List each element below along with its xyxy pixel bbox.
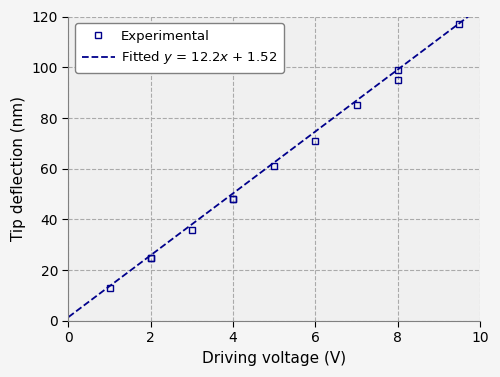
Experimental bbox=[312, 139, 318, 143]
Line: Fitted $y$ = 12.2$x$ + 1.52: Fitted $y$ = 12.2$x$ + 1.52 bbox=[68, 8, 480, 317]
Fitted $y$ = 12.2$x$ + 1.52 bbox=[66, 315, 71, 319]
Experimental bbox=[456, 22, 462, 26]
Experimental bbox=[230, 197, 236, 201]
Fitted $y$ = 12.2$x$ + 1.52 bbox=[309, 132, 315, 136]
Fitted $y$ = 12.2$x$ + 1.52 bbox=[412, 54, 418, 58]
Y-axis label: Tip deflection (nm): Tip deflection (nm) bbox=[11, 96, 26, 241]
Experimental bbox=[148, 255, 154, 260]
Fitted $y$ = 12.2$x$ + 1.52 bbox=[67, 314, 73, 318]
Experimental bbox=[106, 286, 112, 290]
Experimental bbox=[148, 255, 154, 260]
Legend: Experimental, Fitted $y$ = 12.2$x$ + 1.52: Experimental, Fitted $y$ = 12.2$x$ + 1.5… bbox=[75, 23, 284, 73]
Experimental bbox=[395, 67, 401, 72]
Fitted $y$ = 12.2$x$ + 1.52 bbox=[318, 126, 324, 130]
Line: Experimental: Experimental bbox=[106, 21, 463, 291]
Fitted $y$ = 12.2$x$ + 1.52 bbox=[310, 130, 316, 135]
Experimental bbox=[189, 227, 195, 232]
X-axis label: Driving voltage (V): Driving voltage (V) bbox=[202, 351, 346, 366]
Fitted $y$ = 12.2$x$ + 1.52 bbox=[438, 34, 444, 39]
Experimental bbox=[272, 164, 278, 169]
Experimental bbox=[395, 78, 401, 82]
Fitted $y$ = 12.2$x$ + 1.52 bbox=[477, 5, 483, 10]
Experimental bbox=[354, 103, 360, 107]
Experimental bbox=[230, 197, 236, 201]
